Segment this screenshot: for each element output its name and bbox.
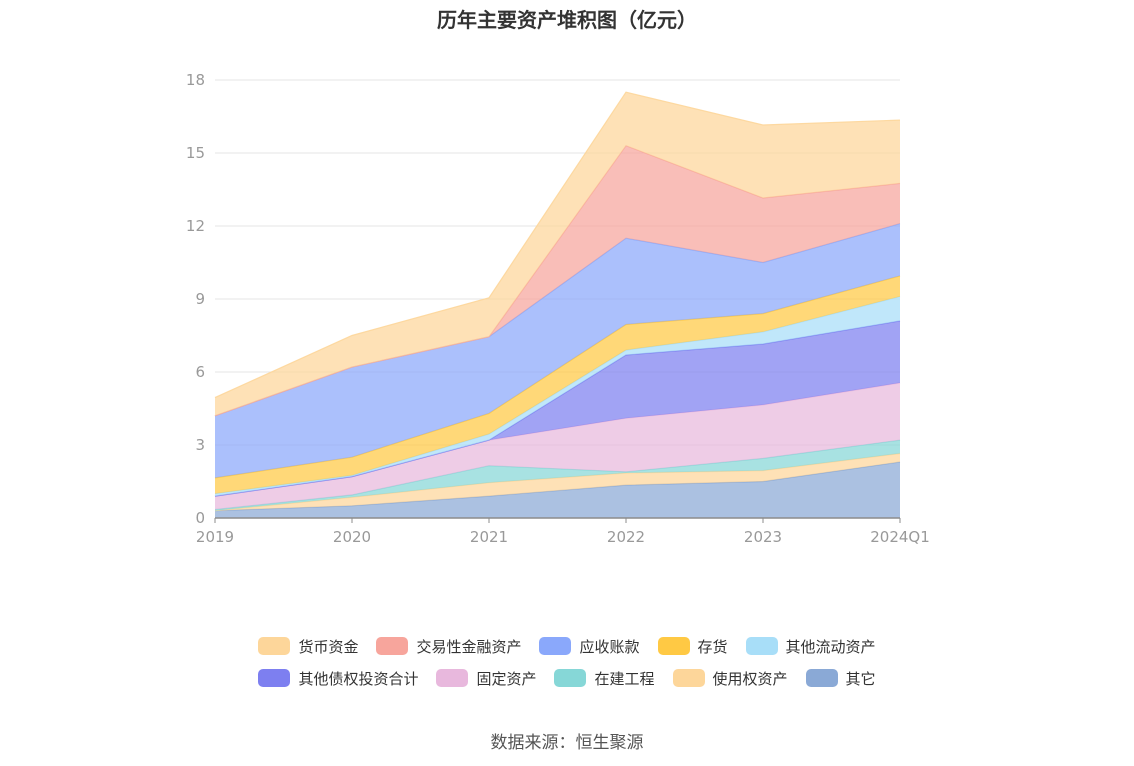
legend-label: 使用权资产	[712, 669, 788, 688]
area-series-9	[215, 92, 900, 416]
y-tick-label: 18	[186, 71, 205, 89]
area-series	[214, 91, 901, 518]
legend: 货币资金 交易性金融资产 应收账款 存货 其他流动资产 其他债权投资合计 固定资产 在建工程…	[0, 630, 1134, 694]
area-series-2	[215, 440, 900, 511]
area-series-3	[215, 382, 900, 510]
legend-swatch	[672, 669, 705, 687]
legend-row: 其他债权投资合计 固定资产 在建工程 使用权资产 其它	[0, 662, 1134, 694]
area-series-1	[215, 453, 900, 511]
legend-swatch	[376, 637, 409, 655]
y-tick-label: 3	[195, 436, 205, 454]
legend-item[interactable]: 应收账款	[539, 636, 640, 657]
legend-item[interactable]: 存货	[657, 636, 728, 657]
legend-item[interactable]: 交易性金融资产	[376, 636, 521, 657]
area-edge-9	[214, 91, 901, 399]
area-series-6	[215, 275, 900, 494]
area-series-7	[215, 223, 900, 478]
legend-swatch	[805, 669, 838, 687]
stacked-area-chart: 0 3 6 9 12 15 18 2019 2020 2021 2022 2023 2024Q1	[186, 71, 930, 546]
y-tick-label: 9	[195, 290, 205, 308]
x-tick-label: 2023	[744, 528, 782, 546]
area-series-8	[215, 145, 900, 416]
area-series-4	[215, 320, 900, 497]
legend-swatch	[554, 669, 587, 687]
legend-label: 存货	[697, 637, 728, 656]
legend-swatch	[436, 669, 469, 687]
legend-swatch	[657, 637, 690, 655]
legend-item[interactable]: 使用权资产	[672, 668, 788, 689]
y-tick-label: 12	[186, 217, 205, 235]
legend-label: 货币资金	[298, 637, 359, 656]
legend-label: 其他流动资产	[785, 637, 876, 656]
legend-item[interactable]: 在建工程	[554, 668, 655, 689]
legend-item[interactable]: 其它	[805, 668, 876, 689]
legend-swatch	[745, 637, 778, 655]
legend-item[interactable]: 货币资金	[258, 636, 358, 657]
chart-title: 历年主要资产堆积图（亿元）	[437, 8, 697, 32]
legend-label: 其他债权投资合计	[298, 669, 419, 688]
legend-item[interactable]: 固定资产	[436, 668, 536, 689]
legend-row: 货币资金 交易性金融资产 应收账款 存货 其他流动资产	[0, 630, 1134, 662]
legend-swatch	[258, 669, 291, 687]
legend-swatch	[539, 637, 572, 655]
x-tick-label: 2022	[607, 528, 645, 546]
legend-label: 在建工程	[594, 669, 655, 688]
axes: 0 3 6 9 12 15 18 2019 2020 2021 2022 2023 2024Q1	[186, 71, 930, 546]
legend-label: 交易性金融资产	[416, 637, 522, 656]
legend-label: 固定资产	[476, 669, 537, 688]
legend-swatch	[258, 637, 291, 655]
legend-label: 应收账款	[579, 637, 640, 656]
y-tick-label: 15	[186, 144, 205, 162]
x-tick-label: 2024Q1	[870, 528, 930, 546]
legend-item[interactable]: 其他流动资产	[745, 636, 876, 657]
x-tick-label: 2020	[333, 528, 371, 546]
area-series-5	[215, 296, 900, 497]
data-source: 数据来源：恒生聚源	[490, 733, 644, 753]
y-tick-label: 0	[195, 509, 205, 527]
legend-item[interactable]: 其他债权投资合计	[258, 668, 418, 689]
area-series-0	[215, 462, 900, 518]
x-tick-label: 2021	[470, 528, 508, 546]
legend-label: 其它	[845, 669, 876, 688]
y-tick-label: 6	[195, 363, 205, 381]
x-tick-label: 2019	[196, 528, 234, 546]
